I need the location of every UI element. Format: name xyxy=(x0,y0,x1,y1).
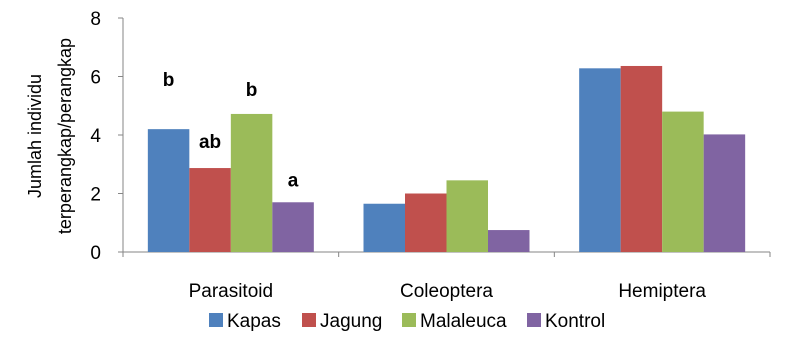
x-tick-label-hemiptera: Hemiptera xyxy=(618,281,706,302)
y-tick-label-2: 2 xyxy=(90,185,101,206)
y-tick-label-0: 0 xyxy=(90,243,101,264)
legend: Kapas Jagung Malaleuca Kontrol xyxy=(209,311,605,332)
legend-swatch-kapas xyxy=(209,313,223,327)
bar-parasitoid-kontrol xyxy=(272,202,314,252)
legend-item-kontrol: Kontrol xyxy=(527,311,605,332)
annotation-parasitoid-malaleuca: b xyxy=(246,80,258,101)
y-axis-title-line-2: terperangkap/perangkap xyxy=(55,38,75,234)
x-tick-label-coleoptera: Coleoptera xyxy=(400,281,493,302)
y-axis-title-line-1: Jumlah individu xyxy=(25,74,45,198)
bar-coleoptera-kapas xyxy=(363,203,405,252)
legend-swatch-jagung xyxy=(302,313,316,327)
bar-hemiptera-jagung xyxy=(620,65,663,252)
bar-parasitoid-jagung xyxy=(189,168,231,252)
bars xyxy=(147,65,746,252)
bar-hemiptera-kapas xyxy=(579,68,621,252)
bar-coleoptera-kontrol xyxy=(488,230,530,252)
legend-swatch-malaleuca xyxy=(402,313,416,327)
y-tick-label-6: 6 xyxy=(90,68,101,89)
bar-parasitoid-malaleuca xyxy=(230,113,273,252)
y-tick-label-4: 4 xyxy=(90,126,101,147)
annotation-parasitoid-kapas: b xyxy=(163,70,175,91)
legend-item-malaleuca: Malaleuca xyxy=(402,311,507,332)
legend-label-kontrol: Kontrol xyxy=(545,311,605,332)
bar-coleoptera-malaleuca xyxy=(446,180,488,252)
x-tick-label-parasitoid: Parasitoid xyxy=(189,281,274,302)
bar-hemiptera-kontrol xyxy=(703,134,746,252)
y-tick-label-8: 8 xyxy=(90,9,101,30)
annotation-parasitoid-kontrol: a xyxy=(288,170,299,191)
annotation-parasitoid-jagung: ab xyxy=(199,132,221,153)
axes: 0 2 4 6 8 Parasitoid Coleoptera Hemiptera xyxy=(90,9,771,302)
bar-coleoptera-jagung xyxy=(405,193,447,252)
legend-swatch-kontrol xyxy=(527,313,541,327)
legend-label-kapas: Kapas xyxy=(227,311,281,332)
y-axis-title: Jumlah individu terperangkap/perangkap xyxy=(25,38,75,234)
bar-hemiptera-malaleuca xyxy=(662,111,704,252)
bar-parasitoid-kapas xyxy=(147,129,190,252)
legend-item-jagung: Jagung xyxy=(302,311,382,332)
annotations: b ab b a xyxy=(163,70,299,191)
legend-label-jagung: Jagung xyxy=(320,311,382,332)
legend-label-malaleuca: Malaleuca xyxy=(420,311,507,332)
legend-item-kapas: Kapas xyxy=(209,311,281,332)
